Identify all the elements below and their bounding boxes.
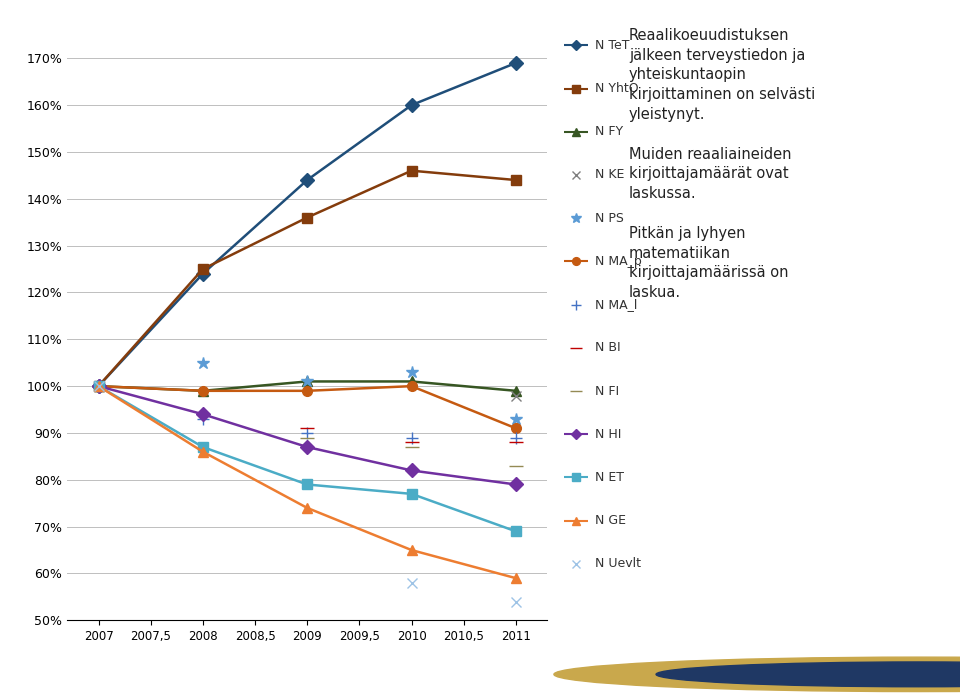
Text: N KE: N KE [595, 169, 625, 181]
Text: N Uevlt: N Uevlt [595, 558, 641, 570]
Text: Reaalikoeuudistuksen
jälkeen terveystiedon ja
yhteiskuntaopin
kirjoittaminen on : Reaalikoeuudistuksen jälkeen terveystied… [629, 28, 815, 300]
Text: N HI: N HI [595, 428, 621, 441]
Text: N GE: N GE [595, 514, 626, 527]
Text: N TeT: N TeT [595, 39, 630, 52]
Text: N MA_p: N MA_p [595, 255, 642, 268]
Text: N BI: N BI [595, 342, 621, 354]
Text: N YhtO: N YhtO [595, 82, 638, 95]
Text: N FY: N FY [595, 125, 623, 138]
Text: N FI: N FI [595, 385, 619, 397]
Text: N MA_l: N MA_l [595, 298, 637, 311]
Text: N PS: N PS [595, 212, 624, 224]
Circle shape [656, 662, 960, 687]
Text: N ET: N ET [595, 471, 624, 484]
Circle shape [554, 657, 960, 691]
